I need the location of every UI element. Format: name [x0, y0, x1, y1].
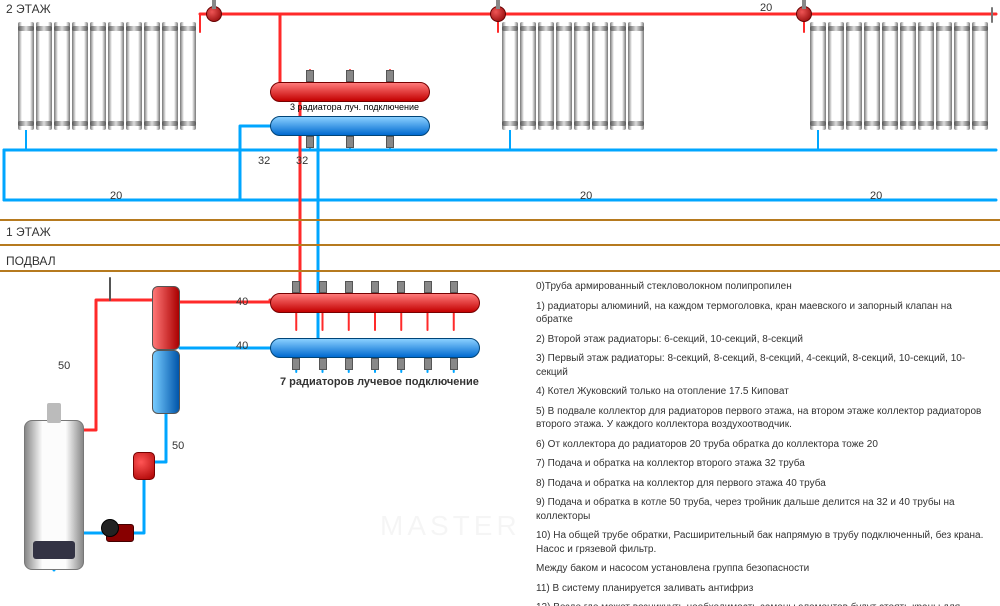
spec-note-line: 6) От коллектора до радиаторов 20 труба … [536, 438, 986, 452]
pipe-dim-label: 32 [258, 155, 270, 167]
manifold-port [450, 281, 458, 293]
circulation-pump [106, 524, 134, 542]
spec-note-line: 5) В подвале коллектор для радиаторов пе… [536, 405, 986, 432]
pipe-dim-label: 32 [296, 155, 308, 167]
label-floor2: 2 ЭТАЖ [6, 2, 51, 16]
manifold-port [371, 281, 379, 293]
pipe-dim-label: 50 [58, 360, 70, 372]
pipe-dim-label: 50 [172, 440, 184, 452]
pipe-dim-label: 40 [236, 296, 248, 308]
watermark: MASTER [380, 510, 521, 542]
separator-supply [152, 286, 180, 350]
manifold-upper-return [270, 116, 430, 136]
manifold-port [397, 358, 405, 370]
spec-note-line: 11) В систему планируется заливать антиф… [536, 582, 986, 596]
spec-note-line: Между баком и насосом установлена группа… [536, 562, 986, 576]
manifold-port [371, 358, 379, 370]
manifold-port [424, 281, 432, 293]
boiler [24, 420, 84, 570]
floor-line-1 [0, 219, 1000, 221]
manifold-upper-caption: 3 радиатора луч. подключение [290, 102, 419, 112]
manifold-port [346, 136, 354, 148]
spec-note-line: 12) Везде где может возникнуть необходим… [536, 601, 986, 606]
radiator-3 [810, 22, 988, 130]
manifold-port [397, 281, 405, 293]
spec-note-line: 1) радиаторы алюминий, на каждом термого… [536, 300, 986, 327]
spec-note-line: 9) Подача и обратка в котле 50 труба, че… [536, 496, 986, 523]
valve-rad3 [796, 6, 812, 22]
manifold-port [424, 358, 432, 370]
spec-note-line: 10) На общей трубе обратки, Расширительн… [536, 529, 986, 556]
manifold-lower-caption: 7 радиаторов лучевое подключение [280, 376, 479, 388]
manifold-port [292, 358, 300, 370]
valve-rad2 [490, 6, 506, 22]
manifold-port [319, 281, 327, 293]
spec-note-line: 8) Подача и обратка на коллектор для пер… [536, 477, 986, 491]
pipe-dim-label: 40 [236, 340, 248, 352]
manifold-port [306, 136, 314, 148]
pipe-dim-label: 20 [760, 2, 772, 14]
label-floor1: 1 ЭТАЖ [6, 225, 51, 239]
manifold-upper-supply [270, 82, 430, 102]
label-basement: ПОДВАЛ [6, 254, 56, 268]
pipe-dim-label: 20 [870, 190, 882, 202]
separator-return [152, 350, 180, 414]
manifold-port [346, 70, 354, 82]
manifold-lower-return [270, 338, 480, 358]
radiator-1 [18, 22, 196, 130]
manifold-port [319, 358, 327, 370]
spec-note-line: 2) Второй этаж радиаторы: 6-секций, 10-с… [536, 333, 986, 347]
manifold-port [345, 281, 353, 293]
manifold-lower-supply [270, 293, 480, 313]
spec-notes: 0)Труба армированный стекловолокном поли… [536, 280, 986, 606]
floor-line-3 [0, 270, 1000, 272]
pipe-dim-label: 20 [110, 190, 122, 202]
spec-note-line: 3) Первый этаж радиаторы: 8-секций, 8-се… [536, 352, 986, 379]
spec-note-line: 0)Труба армированный стекловолокном поли… [536, 280, 986, 294]
manifold-port [306, 70, 314, 82]
pipe-dim-label: 20 [580, 190, 592, 202]
radiator-2 [502, 22, 644, 130]
manifold-port [450, 358, 458, 370]
spec-note-line: 7) Подача и обратка на коллектор второго… [536, 457, 986, 471]
manifold-port [386, 70, 394, 82]
spec-note-line: 4) Котел Жуковский только на отопление 1… [536, 385, 986, 399]
manifold-port [345, 358, 353, 370]
manifold-port [292, 281, 300, 293]
floor-line-2 [0, 244, 1000, 246]
expansion-tank [133, 452, 155, 480]
valve-rad1 [206, 6, 222, 22]
manifold-port [386, 136, 394, 148]
